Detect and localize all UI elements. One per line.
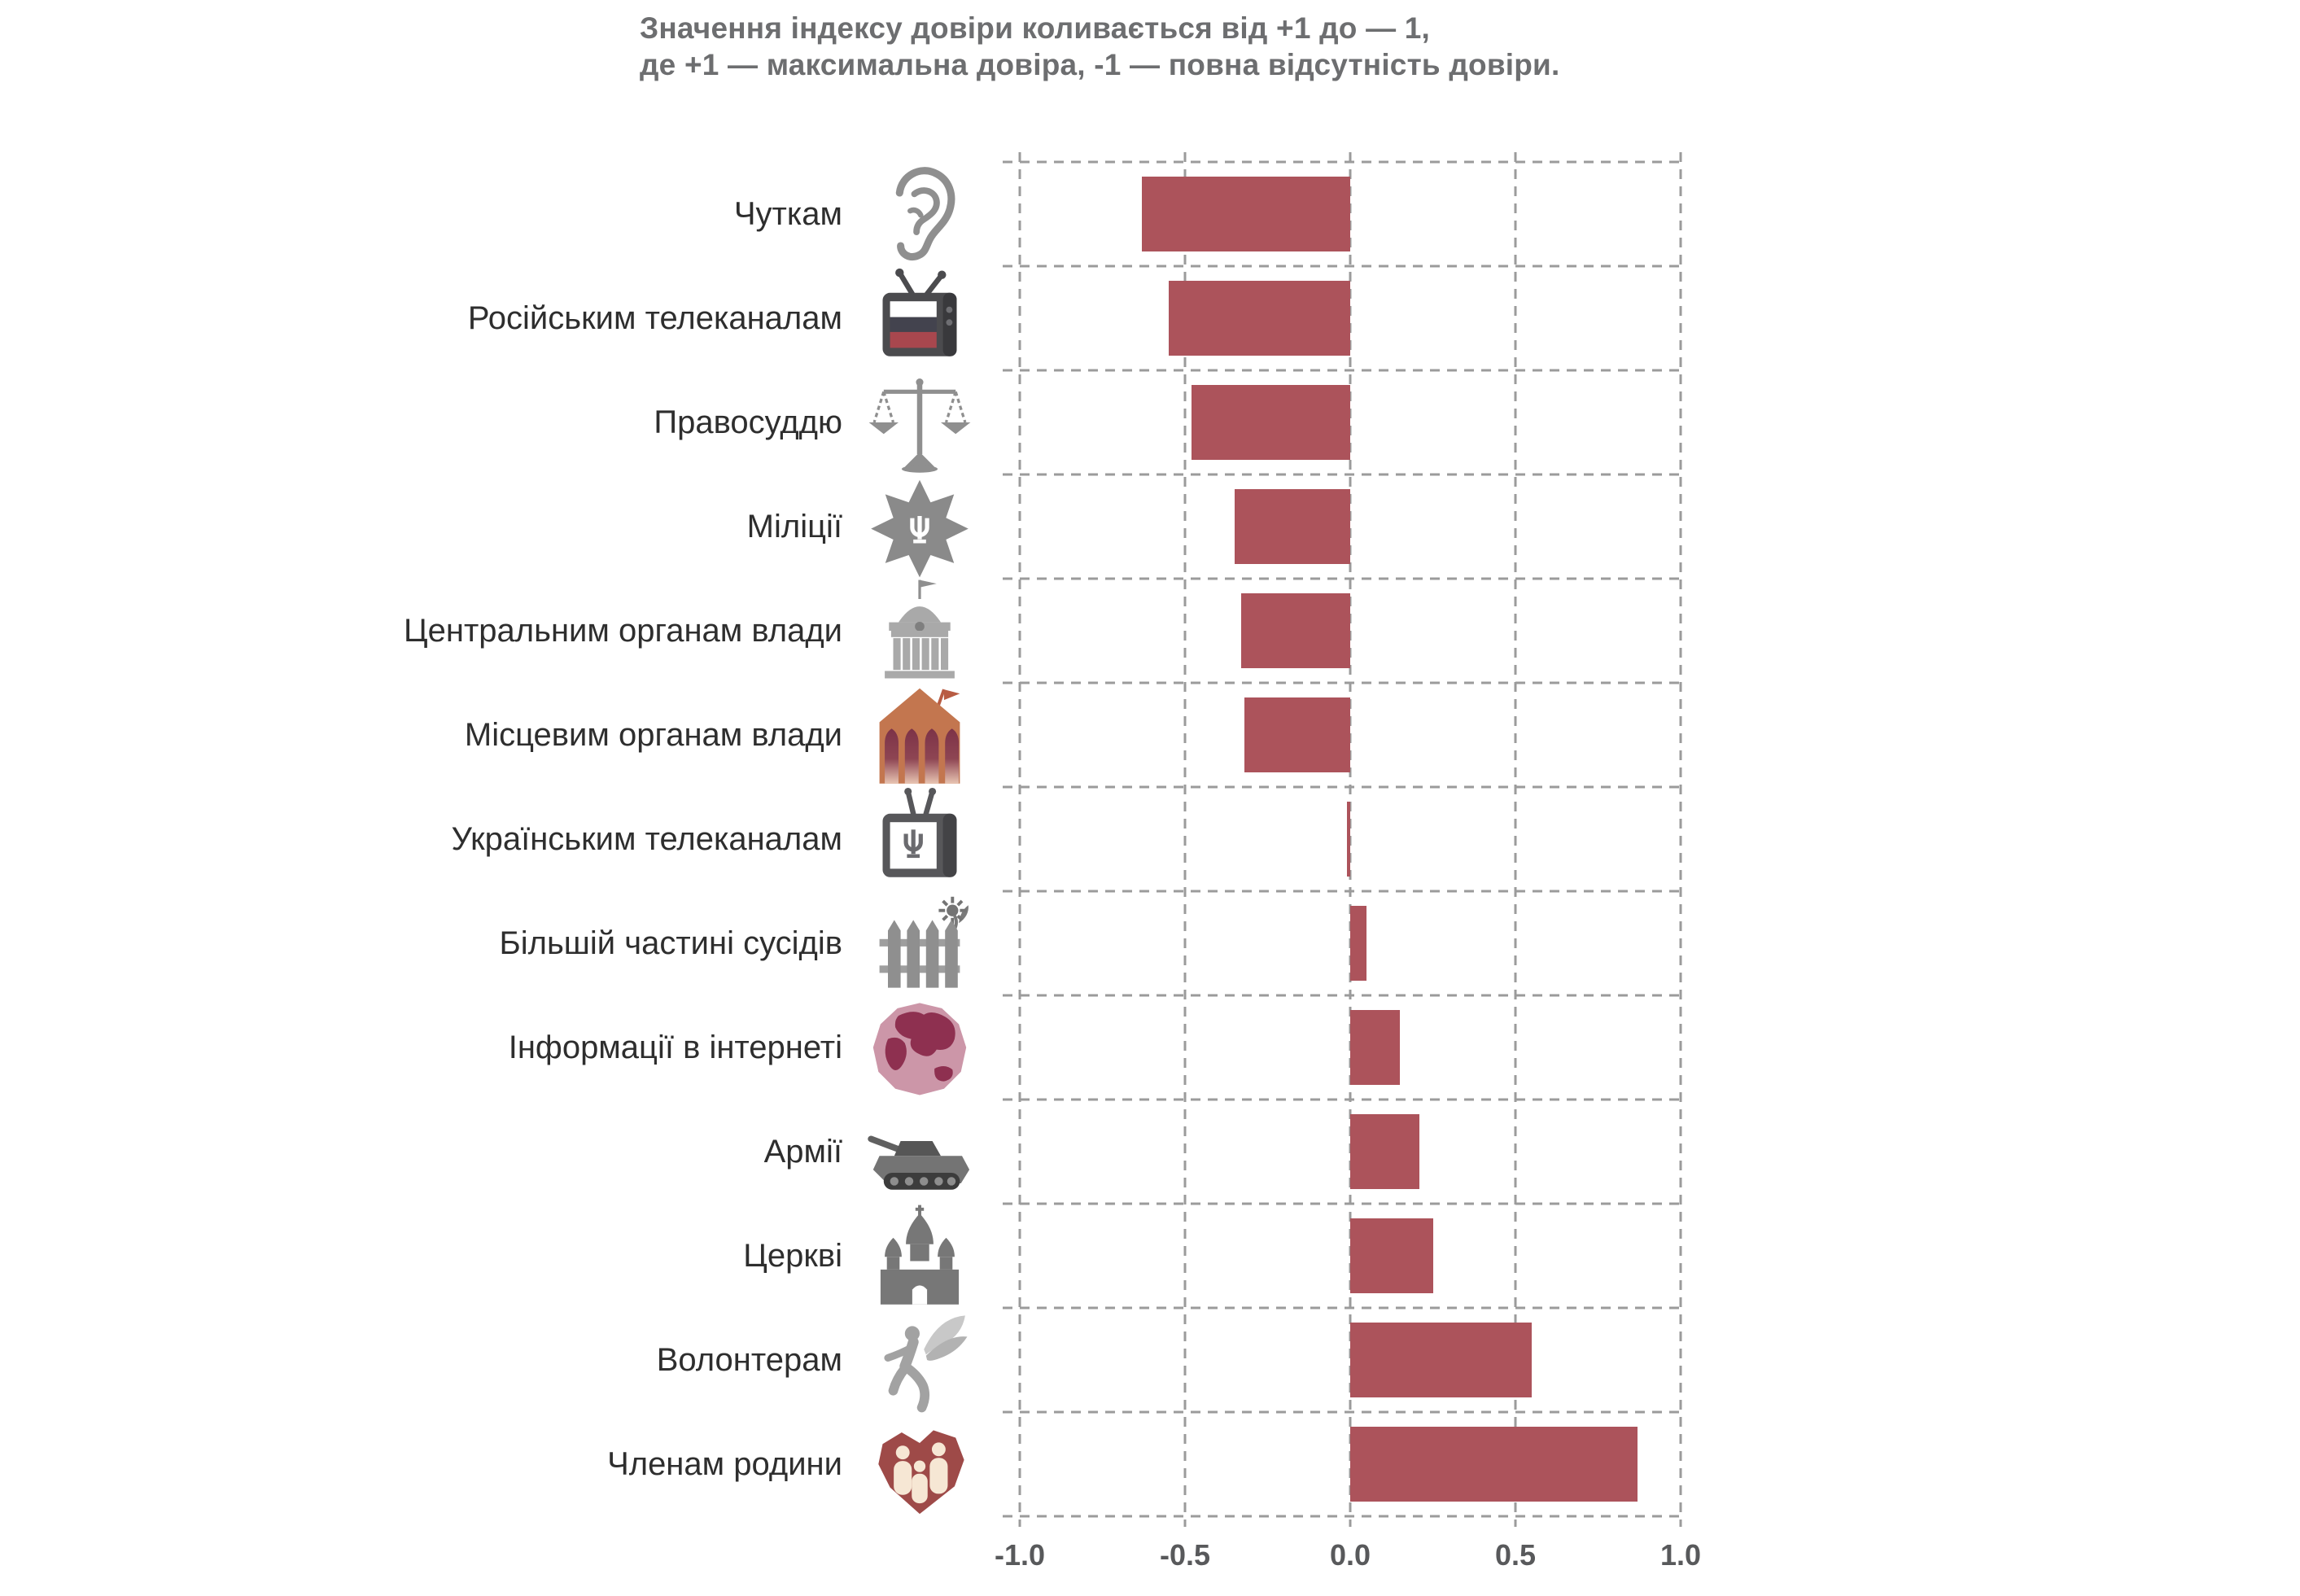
ear-icon: [867, 161, 973, 267]
category-label: Членам родини: [607, 1445, 842, 1482]
x-tick-label: 0.0: [1329, 1538, 1371, 1572]
church-icon: [867, 1203, 973, 1309]
category-label: Армії: [763, 1133, 842, 1170]
trust-bar: [1192, 385, 1350, 460]
category-label: Церкві: [743, 1237, 842, 1274]
parliament-icon: [867, 578, 973, 684]
trust-bar: [1350, 1010, 1400, 1085]
family-heart-icon: [867, 1411, 973, 1517]
category-label: Чуткам: [733, 195, 842, 232]
x-tick-label: -1.0: [994, 1538, 1046, 1572]
trust-bar: [1350, 1427, 1638, 1502]
ukrainian-tv-icon: [867, 786, 973, 892]
chart-note: Значення індексу довіри коливається від …: [640, 10, 1559, 83]
category-label: Місцевим органам влади: [464, 716, 842, 753]
category-label: Центральним органам влади: [404, 612, 842, 649]
russian-tv-icon: [867, 265, 973, 371]
chart-note-line-2: де +1 — максимальна довіра, -1 — повна в…: [640, 48, 1560, 81]
trust-bar: [1142, 177, 1350, 251]
trust-bar: [1350, 906, 1367, 981]
scales-icon: [867, 369, 973, 475]
angel-icon: [867, 1307, 973, 1413]
local-government-icon: [867, 682, 973, 788]
trust-bar: [1350, 1218, 1433, 1293]
category-label: Міліції: [746, 508, 842, 544]
trust-bar: [1241, 593, 1350, 668]
trust-bar: [1168, 281, 1350, 356]
trust-bar: [1350, 1114, 1420, 1189]
trust-bar: [1234, 489, 1350, 564]
category-label: Інформації в інтернеті: [508, 1029, 842, 1065]
trust-bar: [1346, 802, 1350, 877]
trust-bar: [1244, 697, 1350, 772]
globe-icon: [867, 995, 973, 1100]
category-label: Українським телеканалам: [451, 820, 842, 857]
x-tick-label: 1.0: [1659, 1538, 1702, 1572]
militia-star-icon: [867, 474, 973, 579]
x-tick-label: -0.5: [1159, 1538, 1211, 1572]
x-tick-label: 0.5: [1494, 1538, 1537, 1572]
fence-icon: [867, 890, 973, 996]
category-label: Більшій частині сусідів: [499, 925, 842, 961]
category-label: Російським телеканалам: [467, 300, 842, 336]
trust-bar: [1350, 1323, 1533, 1397]
category-label: Правосуддю: [654, 404, 842, 440]
category-label: Волонтерам: [656, 1341, 842, 1378]
chart-note-line-1: Значення індексу довіри коливається від …: [640, 11, 1431, 45]
tank-icon: [867, 1099, 973, 1205]
